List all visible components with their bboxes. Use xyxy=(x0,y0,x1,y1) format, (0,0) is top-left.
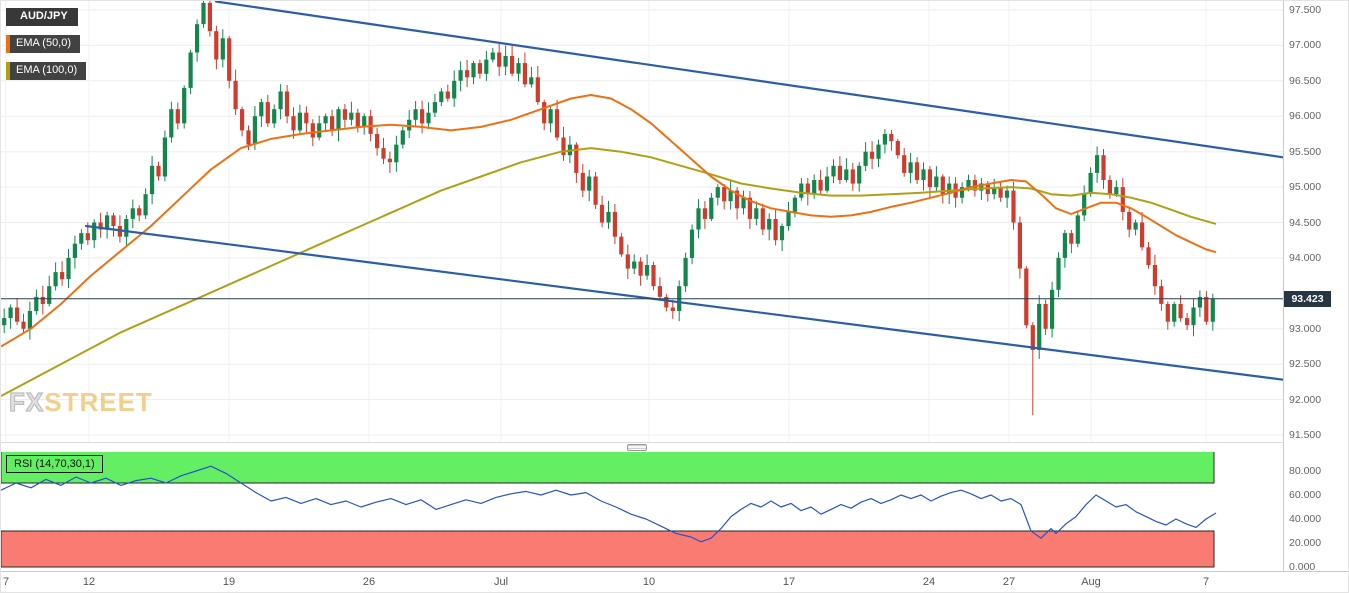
price-axis[interactable]: 93.423 97.500 97.000 96.500 96.000 95.500 95.… xyxy=(1283,1,1348,573)
price-tick-label: 95.000 xyxy=(1289,181,1322,194)
panel-splitter[interactable] xyxy=(1,442,1283,452)
rsi-tick-label: 60.000 xyxy=(1289,489,1322,501)
ema100-badge[interactable]: EMA (100,0) xyxy=(6,62,87,80)
rsi-tick-label: 40.000 xyxy=(1289,513,1322,525)
rsi-indicator-badge[interactable]: RSI (14,70,30,1) xyxy=(6,455,103,473)
time-tick-label: Aug xyxy=(1081,576,1101,588)
time-tick-label: 19 xyxy=(222,576,236,588)
rsi-panel[interactable]: RSI (14,70,30,1) xyxy=(1,452,1283,571)
time-tick-label: 10 xyxy=(642,576,656,588)
price-tick-label: 94.500 xyxy=(1289,216,1322,229)
time-tick-label: 26 xyxy=(362,576,376,588)
rsi-tick-label: 0.000 xyxy=(1289,561,1316,573)
price-tick-label: 95.500 xyxy=(1289,145,1322,158)
current-price-label: 93.423 xyxy=(1284,290,1331,307)
time-tick-label: 17 xyxy=(782,576,796,588)
price-tick-label: 97.000 xyxy=(1289,39,1322,52)
price-tick-label: 96.000 xyxy=(1289,110,1322,123)
price-chart-canvas[interactable] xyxy=(1,1,1283,442)
price-chart-panel[interactable]: AUD/JPY EMA (50,0) EMA (100,0) FXSTREET xyxy=(1,1,1283,442)
price-tick-label: 92.500 xyxy=(1289,358,1322,371)
time-axis[interactable]: 7 12 19 26 Jul 10 17 24 27 Aug 7 xyxy=(1,571,1348,592)
time-tick-label: 24 xyxy=(922,576,936,588)
price-tick-label: 92.000 xyxy=(1289,393,1322,406)
price-tick-label: 97.500 xyxy=(1289,4,1322,16)
time-tick-label: 12 xyxy=(82,576,96,588)
price-tick-label: 96.500 xyxy=(1289,74,1322,87)
price-tick-label: 91.500 xyxy=(1289,429,1322,441)
price-tick-label: 93.000 xyxy=(1289,322,1322,335)
chart-legend: AUD/JPY EMA (50,0) EMA (100,0) xyxy=(6,8,87,80)
time-tick-label: Jul xyxy=(493,576,509,588)
time-tick-label: 7 xyxy=(2,576,10,588)
rsi-tick-label: 80.000 xyxy=(1289,465,1322,477)
rsi-tick-label: 20.000 xyxy=(1289,537,1322,549)
time-tick-label: 7 xyxy=(1202,576,1210,588)
price-tick-label: 94.000 xyxy=(1289,251,1322,264)
ema50-badge[interactable]: EMA (50,0) xyxy=(6,35,81,53)
resize-grip[interactable] xyxy=(627,444,647,451)
rsi-canvas[interactable] xyxy=(1,452,1283,571)
time-tick-label: 27 xyxy=(1002,576,1016,588)
symbol-badge[interactable]: AUD/JPY xyxy=(6,8,78,26)
